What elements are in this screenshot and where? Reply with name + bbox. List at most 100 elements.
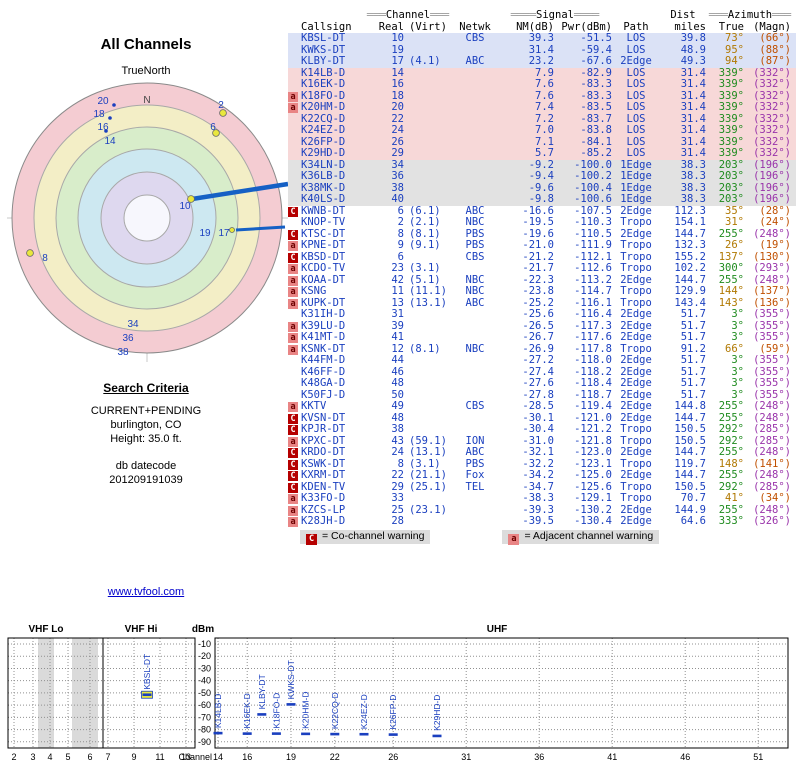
path-cell: 2Edge <box>620 377 652 389</box>
warning-cell <box>288 378 301 390</box>
magnetic-azimuth-cell: (196°) <box>753 181 791 194</box>
signal-bar <box>359 732 369 736</box>
callsign-cell: K18FO-D <box>301 89 346 102</box>
virtual-channel-cell <box>404 367 452 379</box>
power-dbm-cell: -129.1 <box>574 492 612 504</box>
true-azimuth-cell: 66° <box>725 342 744 355</box>
power-dbm-cell: -114.7 <box>574 285 612 297</box>
radar-channel-label: 17 <box>218 228 230 239</box>
true-azimuth-cell: 339° <box>718 112 744 125</box>
table-row: KWKS-DT 19 31.4 -59.4 LOS 48.9 95° (88°) <box>288 43 796 56</box>
col-pwr: Pwr(dBm) <box>561 20 612 33</box>
network-cell <box>452 355 498 367</box>
true-azimuth-cell: 203° <box>718 170 744 182</box>
radar-channel-label: 10 <box>179 201 191 212</box>
co-channel-warning-marker: C <box>288 413 298 424</box>
radar-channel-label: 8 <box>42 253 48 264</box>
virtual-channel-cell: (25.1) <box>409 480 447 493</box>
tvfool-link[interactable]: www.tvfool.com <box>107 586 185 598</box>
virtual-channel-cell <box>404 413 452 425</box>
warning-cell: C <box>288 470 301 482</box>
power-dbm-cell: -110.5 <box>574 227 612 240</box>
magnetic-azimuth-cell: (248°) <box>753 273 791 286</box>
nm-db-cell: -9.4 <box>528 170 554 182</box>
col-real: Real <box>378 20 404 33</box>
distance-cell: 51.7 <box>680 319 706 332</box>
true-azimuth-cell: 339° <box>718 89 744 102</box>
adjacent-channel-warning-marker: a <box>288 287 298 297</box>
power-dbm-cell: -118.7 <box>574 388 612 401</box>
real-channel-cell: 16 <box>391 78 404 90</box>
nm-db-cell: -28.5 <box>522 400 554 412</box>
magnetic-azimuth-cell: (248°) <box>753 411 791 424</box>
table-body: KBSL-DT 10 CBS 39.3 -51.5 LOS 39.8 73° (66°) KWKS… <box>288 32 796 528</box>
nm-db-cell: 39.3 <box>528 32 554 44</box>
magnetic-azimuth-cell: (285°) <box>753 434 791 447</box>
nm-db-cell: 7.0 <box>535 124 554 136</box>
nm-db-cell: -21.0 <box>522 239 554 251</box>
path-cell: 1Edge <box>620 193 652 205</box>
true-azimuth-cell: 339° <box>718 124 744 136</box>
power-dbm-cell: -130.2 <box>574 503 612 516</box>
true-azimuth-cell: 94° <box>725 55 744 67</box>
warning-cell <box>288 125 301 137</box>
callsign-cell: KBSD-DT <box>301 250 346 263</box>
network-cell <box>452 367 498 379</box>
power-dbm-cell: -121.2 <box>574 423 612 435</box>
virtual-channel-cell <box>404 33 452 45</box>
power-dbm-cell: -116.4 <box>574 308 612 320</box>
warning-cell: C <box>288 252 301 264</box>
co-channel-warning-marker: C <box>288 459 298 470</box>
table-row: a K20HM-D 20 7.4 -83.5 LOS 31.4 339° (332°) <box>288 101 796 114</box>
nm-db-cell: 7.2 <box>535 112 554 125</box>
callsign-cell: KDEN-TV <box>301 480 346 493</box>
table-row: a KOAA-DT 42 (5.1) NBC -22.3 -113.2 2Edge 144.7 2… <box>288 273 796 286</box>
power-dbm-cell: -83.8 <box>580 124 612 136</box>
magnetic-azimuth-cell: (332°) <box>753 124 791 136</box>
magnetic-azimuth-cell: (355°) <box>753 388 791 401</box>
dist-group-header: Dist <box>670 9 696 21</box>
power-dbm-cell: -82.9 <box>580 66 612 79</box>
true-azimuth-cell: 26° <box>725 239 744 251</box>
datecode-label: db datecode <box>115 460 177 472</box>
adjacent-channel-warning-marker: a <box>288 91 298 102</box>
distance-cell: 39.8 <box>680 32 706 44</box>
magnetic-azimuth-cell: (248°) <box>753 469 791 481</box>
real-channel-cell: 9 <box>397 239 404 251</box>
magnetic-azimuth-cell: (248°) <box>753 400 791 412</box>
nm-db-cell: -26.7 <box>522 331 554 343</box>
true-azimuth-cell: 255° <box>718 503 744 516</box>
search-mode: CURRENT+PENDING <box>90 405 202 417</box>
magnetic-azimuth-cell: (59°) <box>759 342 791 355</box>
distance-cell: 132.3 <box>674 239 706 251</box>
virtual-channel-cell: (21.1) <box>409 469 447 481</box>
distance-cell: 155.2 <box>674 250 706 263</box>
distance-cell: 48.9 <box>680 43 706 56</box>
path-cell: Tropo <box>620 250 652 263</box>
azimuth-radar-chart: N 20 18 16 14 26 10 19 17 8 34 36 38 <box>7 82 289 362</box>
path-cell: 1Edge <box>620 170 652 182</box>
magnetic-azimuth-cell: (87°) <box>759 55 791 67</box>
network-cell: ABC <box>465 446 485 458</box>
true-azimuth-cell: 203° <box>718 158 744 171</box>
warning-cell <box>288 355 301 367</box>
distance-cell: 31.4 <box>680 66 706 79</box>
distance-cell: 38.3 <box>680 170 706 182</box>
virtual-channel-cell <box>404 194 452 206</box>
magnetic-azimuth-cell: (355°) <box>753 319 791 332</box>
table-row: a KPXC-DT 43 (59.1) ION -31.0 -121.8 Tropo 150.5… <box>288 434 796 447</box>
highlight-station-dot <box>212 129 220 137</box>
path-cell: 2Edge <box>620 319 652 332</box>
true-azimuth-cell: 144° <box>718 285 744 297</box>
signal-bar <box>286 703 296 706</box>
nm-db-cell: -38.3 <box>522 492 554 504</box>
path-cell: LOS <box>626 124 646 136</box>
bar-callsign-label: K24EZ-D <box>359 694 369 729</box>
real-channel-cell: 22 <box>391 469 404 481</box>
radar-markers: 20 18 16 14 26 10 19 17 8 34 36 38 <box>26 96 289 358</box>
real-channel-cell: 2 <box>397 216 404 228</box>
real-channel-cell: 39 <box>391 319 404 332</box>
co-channel-warning-marker: C <box>288 425 298 435</box>
north-label: N <box>143 95 150 106</box>
col-callsign: Callsign <box>301 20 352 33</box>
